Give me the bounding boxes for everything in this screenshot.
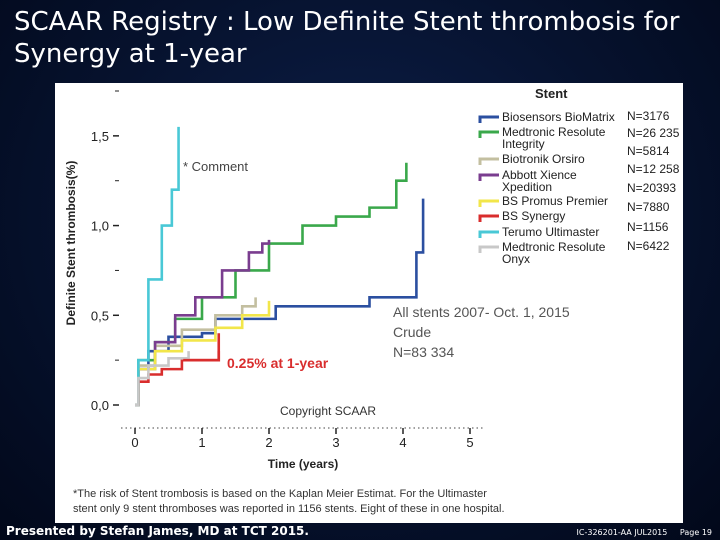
legend-label: Biosensors BioMatrix: [502, 110, 615, 124]
legend-swatch: [478, 214, 499, 222]
legend: Stent Biosensors BioMatrix N=3176 Medtronic…: [478, 86, 680, 266]
legend-label: Medtronic Resolute Integrity: [502, 125, 606, 151]
legend-swatch: [478, 230, 499, 238]
footnote-line2: stent only 9 stent thromboses was report…: [73, 503, 505, 515]
y-tick-label: 0,5: [91, 308, 109, 323]
footer-page: Page 19: [679, 528, 712, 537]
kaplan-meier-chart: 0,0 0,5 1,0 1,5 0 1 2 3 4 5 Stent Biosensors BioMa…: [64, 86, 680, 515]
legend-label: Abbott Xience Xpedition: [502, 168, 577, 194]
all-stents-line1: All stents 2007- Oct. 1, 2015: [393, 304, 570, 320]
all-stents-line3: N=83 334: [393, 344, 454, 360]
legend-n: N=20393: [627, 181, 676, 195]
y-tick-label: 1,5: [91, 129, 109, 144]
x-tick-label: 4: [399, 435, 406, 450]
synergy-marker-bracket: [183, 333, 221, 362]
x-tick-label: 5: [466, 435, 473, 450]
legend-label: Medtronic Resolute Onyx: [502, 240, 606, 266]
legend-n: N=3176: [627, 109, 670, 123]
legend-swatch: [478, 157, 499, 165]
legend-n: N=12 258: [627, 162, 680, 176]
series-layer: [135, 126, 425, 407]
x-tick-label: 0: [131, 435, 138, 450]
legend-swatch: [478, 173, 499, 181]
series-line: [135, 351, 190, 407]
legend-label: Terumo Ultimaster: [502, 225, 599, 239]
legend-label: Biotronik Orsiro: [502, 152, 585, 166]
slide-title-line1: SCAAR Registry : Low Definite Stent thro…: [14, 7, 680, 37]
y-tick-label: 0,0: [91, 398, 109, 413]
y-tick-label: 1,0: [91, 219, 109, 234]
footer-presenter: Presented by Stefan James, MD at TCT 201…: [6, 524, 309, 538]
x-tick-label: 1: [198, 435, 205, 450]
axes: 0,0 0,5 1,0 1,5 0 1 2 3 4 5: [91, 90, 485, 450]
legend-swatch: [478, 199, 499, 207]
legend-swatch: [478, 115, 499, 123]
series-line: [135, 126, 180, 407]
legend-n: N=1156: [627, 220, 669, 234]
copyright-label: Copyright SCAAR: [280, 404, 376, 418]
comment-annotation: * Comment: [183, 159, 248, 174]
y-axis-label: Definite Stent thrombosis(%): [64, 161, 78, 326]
legend-title: Stent: [535, 86, 568, 101]
legend-n: N=26 235: [627, 126, 680, 140]
footnote-line1: *The risk of Stent trombosis is based on…: [73, 488, 487, 500]
synergy-marker-label: 0.25% at 1-year: [227, 355, 329, 371]
slide-title-line2: Synergy at 1-year: [14, 39, 247, 69]
legend-n: N=7880: [627, 200, 670, 214]
series-line: [135, 198, 425, 407]
legend-swatch: [478, 245, 499, 253]
chart-panel: 0,0 0,5 1,0 1,5 0 1 2 3 4 5 Stent Biosensors BioMa…: [55, 83, 683, 523]
footer-code: IC-326201-AA JUL2015: [576, 528, 668, 537]
x-tick-label: 2: [265, 435, 272, 450]
legend-n: N=5814: [627, 144, 670, 158]
slide-title: SCAAR Registry : Low Definite Stent thro…: [14, 6, 714, 70]
series-line: [135, 239, 271, 407]
legend-n: N=6422: [627, 239, 670, 253]
footer-meta: IC-326201-AA JUL2015 Page 19: [567, 528, 712, 537]
legend-label: BS Synergy: [502, 209, 565, 223]
legend-swatch: [478, 130, 499, 138]
legend-label: BS Promus Premier: [502, 194, 608, 208]
all-stents-line2: Crude: [393, 324, 431, 340]
x-tick-label: 3: [332, 435, 339, 450]
x-axis-label: Time (years): [268, 457, 338, 471]
